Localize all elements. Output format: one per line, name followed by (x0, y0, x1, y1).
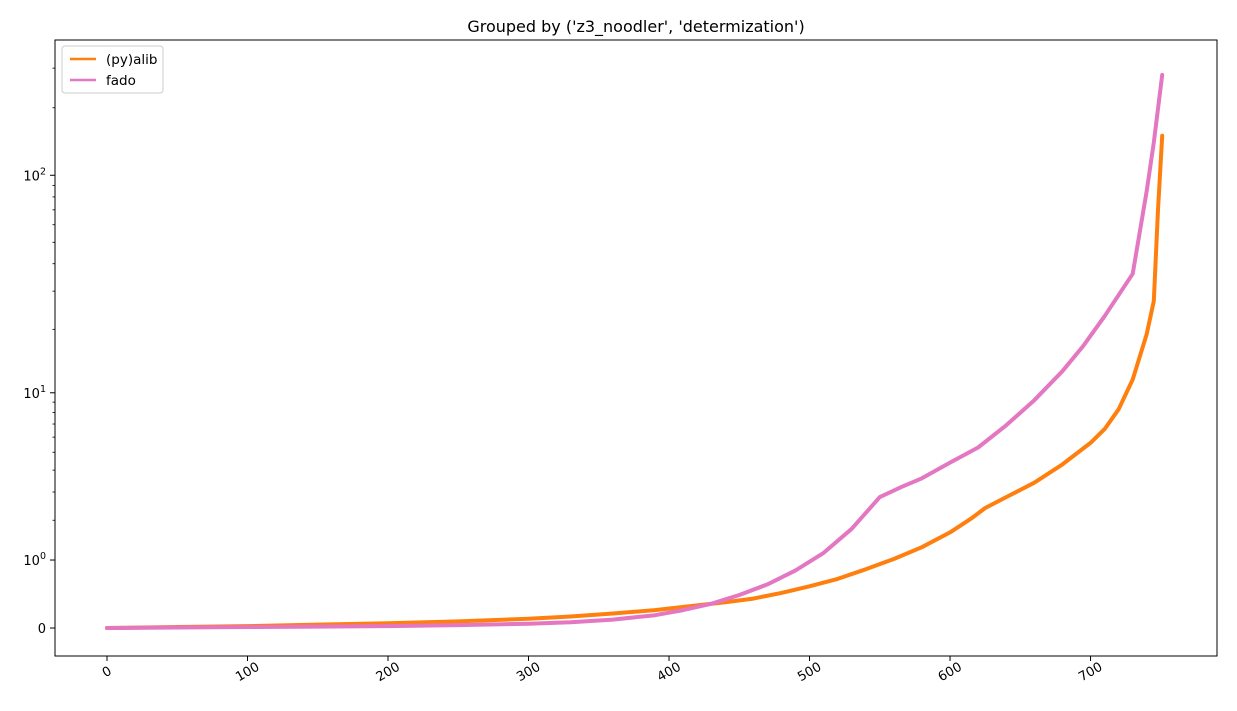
y-tick-label-1: 100 (23, 551, 46, 569)
plot-frame (54, 39, 1218, 657)
chart-title: Grouped by ('z3_noodler', 'determization… (467, 17, 804, 37)
series-line-1 (105, 72, 1165, 630)
legend-label-fado: fado (106, 73, 136, 89)
series-line-0 (105, 133, 1165, 630)
y-tick-label-0: 0 (38, 622, 46, 637)
legend-label-pyalib: (py)alib (106, 52, 157, 68)
y-axis: 0 100 101 102 (23, 67, 55, 637)
y-tick-label-10: 101 (23, 384, 46, 402)
y-tick-label-100: 102 (23, 166, 46, 184)
legend: (py)alib fado (61, 45, 164, 94)
series-layer (105, 72, 1165, 630)
